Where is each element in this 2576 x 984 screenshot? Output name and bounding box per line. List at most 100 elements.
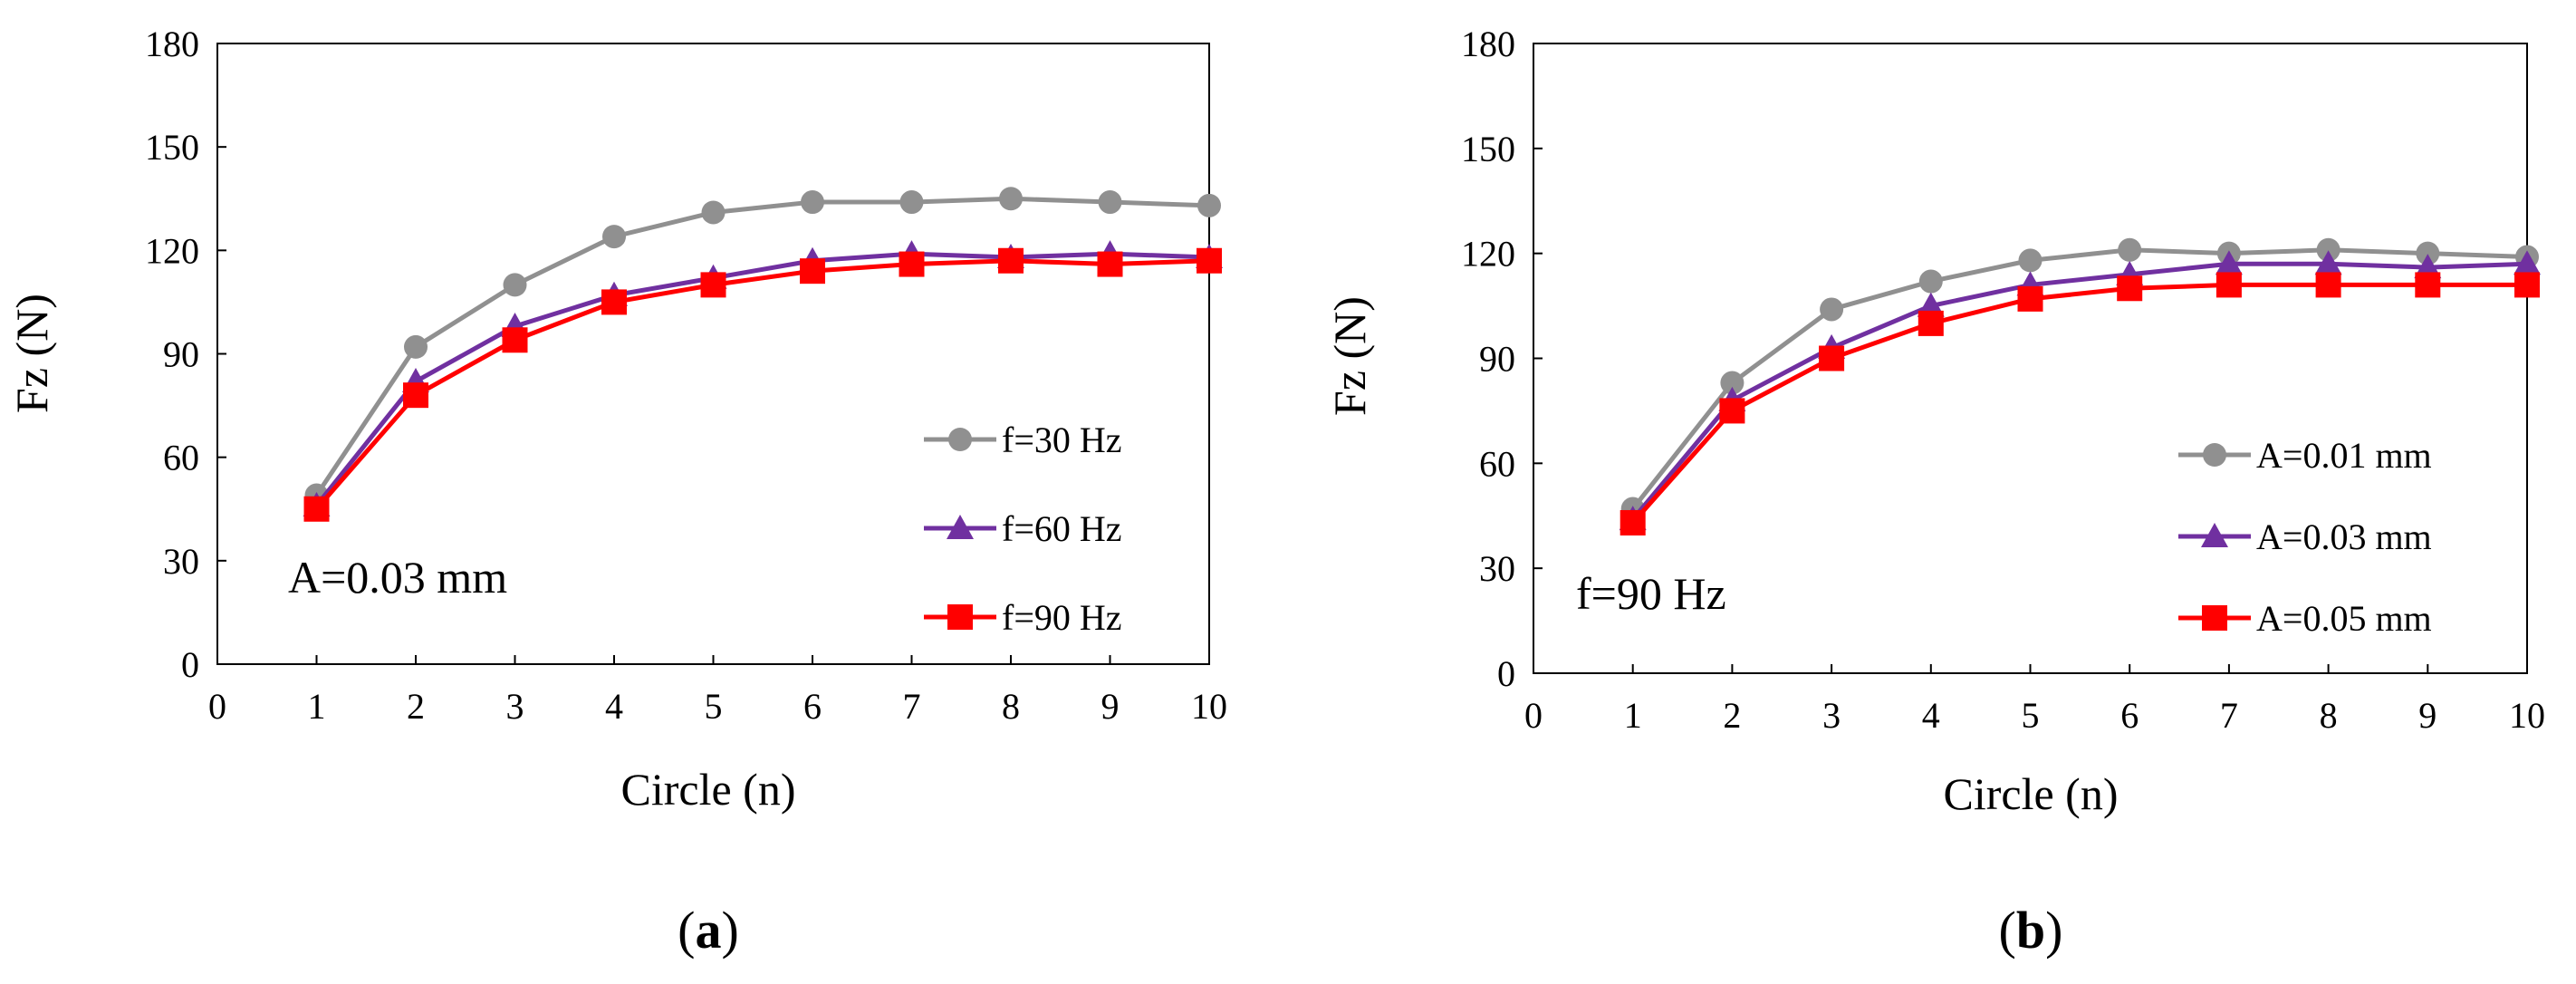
legend-label: A=0.03 mm — [2256, 516, 2432, 557]
x-tick-label: 8 — [1002, 686, 1020, 727]
data-point — [1097, 251, 1123, 277]
x-tick-label: 4 — [1922, 695, 1940, 736]
data-point — [701, 200, 726, 225]
y-tick-label: 120 — [145, 230, 199, 271]
legend-marker — [2201, 523, 2228, 547]
data-point — [2514, 272, 2540, 298]
data-point — [2117, 275, 2143, 302]
data-point — [1820, 297, 1844, 322]
series-2 — [1620, 272, 2540, 535]
data-point — [999, 187, 1023, 211]
x-tick-label: 10 — [2509, 695, 2545, 736]
y-tick-label: 150 — [1461, 129, 1515, 169]
y-tick-label: 60 — [163, 438, 199, 478]
chart-annotation: A=0.03 mm — [288, 552, 507, 603]
data-point — [2316, 237, 2341, 262]
data-point — [1098, 190, 1122, 215]
data-point — [1620, 509, 1646, 535]
legend: f=30 Hz f=60 Hz f=90 Hz — [924, 420, 1122, 638]
x-tick-label: 1 — [1624, 695, 1642, 736]
data-point — [2118, 237, 2142, 262]
y-tick-label: 60 — [1479, 443, 1515, 484]
y-tick-label: 150 — [145, 127, 199, 168]
data-point — [1819, 345, 1845, 371]
data-point — [1918, 310, 1944, 336]
data-point — [1720, 371, 1745, 395]
x-tick-label: 9 — [2418, 695, 2437, 736]
series-line — [1630, 247, 2528, 511]
y-tick-label: 180 — [1461, 24, 1515, 64]
y-tick-label: 0 — [181, 644, 199, 685]
data-point — [2216, 272, 2242, 298]
legend-label: f=90 Hz — [1002, 597, 1122, 638]
series-1 — [303, 240, 1223, 516]
data-point — [601, 289, 627, 315]
series-line — [314, 258, 1210, 511]
data-point — [1917, 292, 1945, 317]
legend-label: A=0.01 mm — [2256, 435, 2432, 476]
legend-label: A=0.05 mm — [2256, 598, 2432, 639]
data-point — [503, 273, 527, 297]
x-tick-label: 7 — [903, 686, 921, 727]
legend-marker — [2202, 605, 2227, 631]
y-axis-title: Fz (N) — [1324, 296, 1375, 416]
x-tick-label: 2 — [407, 686, 425, 727]
y-tick-label: 180 — [145, 24, 199, 64]
data-point — [2017, 285, 2043, 312]
y-tick-label: 120 — [1461, 234, 1515, 275]
legend-marker — [948, 428, 972, 451]
data-point — [502, 327, 528, 353]
legend-label: f=60 Hz — [1002, 508, 1122, 549]
x-tick-label: 0 — [208, 686, 226, 727]
data-point — [1719, 398, 1745, 424]
data-point — [800, 258, 825, 285]
data-point — [998, 247, 1024, 274]
subfigure-label: (b) — [1999, 901, 2063, 960]
legend-marker — [947, 515, 974, 539]
x-tick-label: 5 — [705, 686, 723, 727]
data-point — [700, 272, 726, 298]
x-tick-label: 6 — [803, 686, 822, 727]
series-line — [1630, 261, 2528, 521]
data-point — [2314, 250, 2342, 275]
x-tick-label: 3 — [506, 686, 524, 727]
data-point — [2415, 272, 2441, 298]
x-tick-label: 6 — [2120, 695, 2139, 736]
x-tick-label: 9 — [1101, 686, 1120, 727]
data-point — [1197, 247, 1222, 274]
data-point — [899, 251, 925, 277]
x-tick-label: 2 — [1723, 695, 1741, 736]
x-tick-label: 10 — [1191, 686, 1227, 727]
subfigure-label: (a) — [678, 901, 739, 960]
y-tick-label: 90 — [1479, 339, 1515, 380]
legend-label: f=30 Hz — [1002, 420, 1122, 460]
series-line — [314, 196, 1210, 497]
series-line — [314, 251, 1210, 507]
x-tick-label: 5 — [2022, 695, 2040, 736]
series-2 — [303, 247, 1222, 522]
data-point — [2018, 248, 2043, 273]
chart-annotation: f=90 Hz — [1576, 568, 1726, 619]
x-tick-label: 1 — [308, 686, 326, 727]
y-tick-label: 90 — [163, 334, 199, 375]
data-point — [1918, 269, 1943, 294]
series-line — [1630, 282, 2527, 525]
legend-marker — [947, 604, 973, 630]
x-axis-title: Circle (n) — [1944, 768, 2119, 819]
x-tick-label: 4 — [605, 686, 623, 727]
data-point — [2215, 250, 2243, 275]
y-tick-label: 0 — [1497, 653, 1515, 694]
data-point — [899, 190, 924, 215]
chart-b: 0 30 60 90 120 150 180 0 1 2 3 4 5 6 7 8 9 10 Circle (n) Fz… — [1324, 24, 2545, 960]
x-tick-label: 3 — [1822, 695, 1841, 736]
data-point — [2315, 272, 2341, 298]
data-point — [403, 382, 428, 409]
y-tick-label: 30 — [163, 541, 199, 582]
y-tick-label: 30 — [1479, 548, 1515, 589]
data-point — [404, 334, 428, 359]
legend-marker — [2203, 443, 2226, 467]
data-point — [801, 190, 824, 215]
data-point — [2414, 254, 2442, 279]
x-tick-label: 7 — [2220, 695, 2238, 736]
